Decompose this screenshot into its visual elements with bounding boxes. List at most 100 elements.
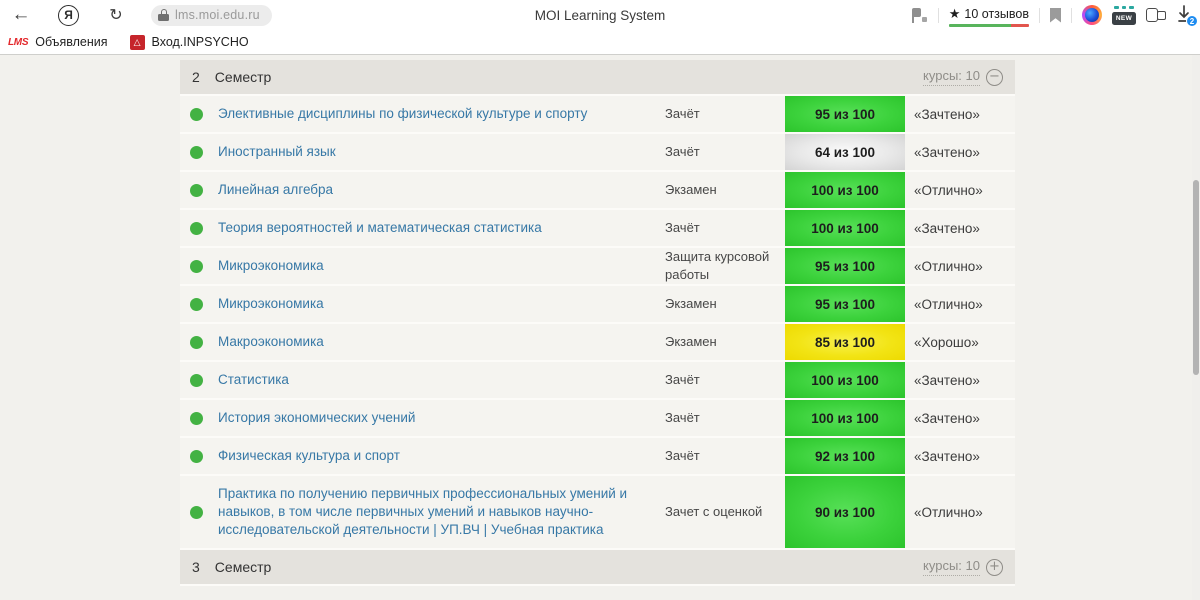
- grade-label: «Зачтено»: [914, 106, 980, 122]
- protect-icon[interactable]: [911, 7, 928, 23]
- score-badge: 95 из 100: [785, 248, 905, 284]
- semester-title: Семестр: [214, 559, 272, 575]
- grade-label: «Отлично»: [914, 296, 983, 312]
- control-type: Зачёт: [665, 410, 700, 425]
- grade-label: «Отлично»: [914, 258, 983, 274]
- grade-label: «Зачтено»: [914, 220, 980, 236]
- control-type: Экзамен: [665, 334, 717, 349]
- status-dot-icon: [190, 221, 203, 235]
- download-count-badge: 2: [1186, 15, 1198, 27]
- courses-count-link[interactable]: курсы: 10: [923, 558, 980, 576]
- courses-count-link[interactable]: курсы: 10: [923, 68, 980, 86]
- inpsycho-favicon: △: [129, 34, 145, 50]
- bookmark-icon[interactable]: [1050, 7, 1061, 23]
- collapse-icon[interactable]: −: [986, 68, 1003, 86]
- lms-favicon: LMS: [8, 36, 29, 48]
- score-badge: 95 из 100: [785, 96, 905, 132]
- grade-label: «Зачтено»: [914, 448, 980, 464]
- url-text: lms.moi.edu.ru: [175, 8, 260, 22]
- score-badge: 100 из 100: [785, 362, 905, 398]
- address-bar[interactable]: lms.moi.edu.ru: [151, 4, 272, 26]
- course-rows: Элективные дисциплины по физической куль…: [180, 96, 1015, 550]
- status-dot-icon: [190, 183, 203, 197]
- status-dot-icon: [190, 373, 203, 387]
- score-badge: 100 из 100: [785, 172, 905, 208]
- course-link[interactable]: Макроэкономика: [218, 334, 324, 349]
- course-link[interactable]: Элективные дисциплины по физической куль…: [218, 106, 588, 121]
- expand-icon[interactable]: +: [986, 558, 1003, 576]
- extension-browser-icon[interactable]: [1082, 5, 1102, 25]
- status-dot-icon: [190, 145, 203, 159]
- course-row: История экономических учений Зачёт 100 и…: [180, 400, 1015, 438]
- scrollbar-thumb[interactable]: [1193, 180, 1199, 375]
- semester-number: 2: [192, 69, 200, 85]
- star-icon: ★: [948, 6, 961, 21]
- bookmark-label: Вход.INPSYCHO: [151, 35, 249, 49]
- course-row: Статистика Зачёт 100 из 100 «Зачтено»: [180, 362, 1015, 400]
- grade-label: «Отлично»: [914, 504, 983, 520]
- course-link[interactable]: Статистика: [218, 372, 289, 387]
- collections-icon[interactable]: [1146, 7, 1166, 24]
- course-link[interactable]: Линейная алгебра: [218, 182, 334, 197]
- semester-number: 3: [192, 559, 200, 575]
- lms-page: 2 Семестр курсы: 10 − Элективные дисципл…: [0, 55, 1200, 600]
- grade-label: «Зачтено»: [914, 372, 980, 388]
- course-link[interactable]: Практика по получению первичных професси…: [218, 486, 628, 537]
- toolbar-divider: [937, 7, 939, 23]
- lock-icon: [158, 9, 169, 21]
- toolbar-divider: [1039, 7, 1040, 23]
- semester-title: Семестр: [214, 69, 272, 85]
- grade-label: «Зачтено»: [914, 144, 980, 160]
- status-dot-icon: [190, 449, 203, 463]
- bookmark-label: Объявления: [35, 35, 108, 49]
- download-icon[interactable]: 2: [1176, 5, 1198, 27]
- course-link[interactable]: Физическая культура и спорт: [218, 448, 400, 463]
- page-scrollbar: [1192, 55, 1200, 600]
- score-badge: 100 из 100: [785, 400, 905, 436]
- score-badge: 95 из 100: [785, 286, 905, 322]
- control-type: Зачёт: [665, 106, 700, 121]
- control-type: Экзамен: [665, 296, 717, 311]
- control-type: Зачёт: [665, 372, 700, 387]
- score-badge: 90 из 100: [785, 476, 905, 548]
- control-type: Защита курсовой работы: [665, 249, 770, 282]
- back-icon[interactable]: ←: [11, 4, 31, 25]
- score-badge: 64 из 100: [785, 134, 905, 170]
- control-type: Зачёт: [665, 220, 700, 235]
- rating-bar: [948, 24, 1029, 27]
- semester-2-header: 2 Семестр курсы: 10 −: [180, 60, 1015, 96]
- new-releases-icon[interactable]: NEW: [1112, 5, 1136, 25]
- bookmark-announcements[interactable]: LMS Объявления: [8, 35, 108, 49]
- bookmark-inpsycho-login[interactable]: △ Вход.INPSYCHO: [129, 34, 249, 50]
- course-link[interactable]: Микроэкономика: [218, 296, 324, 311]
- status-dot-icon: [190, 505, 203, 519]
- course-row: Микроэкономика Защита курсовой работы 95…: [180, 248, 1015, 286]
- grade-label: «Хорошо»: [914, 334, 979, 350]
- refresh-icon[interactable]: ↻: [109, 7, 123, 24]
- grade-label: «Зачтено»: [914, 410, 980, 426]
- status-dot-icon: [190, 259, 203, 273]
- score-badge: 100 из 100: [785, 210, 905, 246]
- course-row: Микроэкономика Экзамен 95 из 100 «Отличн…: [180, 286, 1015, 324]
- course-row: Макроэкономика Экзамен 85 из 100 «Хорошо…: [180, 324, 1015, 362]
- course-row: Практика по получению первичных професси…: [180, 476, 1015, 550]
- reviews-rating[interactable]: ★ 10 отзывов: [948, 3, 1029, 27]
- score-badge: 92 из 100: [785, 438, 905, 474]
- bookmarks-bar: LMS Объявления △ Вход.INPSYCHO: [0, 30, 1200, 55]
- score-badge: 85 из 100: [785, 324, 905, 360]
- grades-table: 2 Семестр курсы: 10 − Элективные дисципл…: [180, 60, 1015, 586]
- control-type: Зачёт: [665, 448, 700, 463]
- course-link[interactable]: Иностранный язык: [218, 144, 336, 159]
- grade-label: «Отлично»: [914, 182, 983, 198]
- status-dot-icon: [190, 297, 203, 311]
- status-dot-icon: [190, 107, 203, 121]
- status-dot-icon: [190, 335, 203, 349]
- toolbar-divider: [1071, 7, 1072, 23]
- control-type: Зачёт: [665, 144, 700, 159]
- course-link[interactable]: Микроэкономика: [218, 258, 324, 273]
- course-row: Линейная алгебра Экзамен 100 из 100 «Отл…: [180, 172, 1015, 210]
- course-link[interactable]: История экономических учений: [218, 410, 416, 425]
- course-link[interactable]: Теория вероятностей и математическая ста…: [218, 220, 542, 235]
- browser-toolbar: ← Я ↻ lms.moi.edu.ru MOI Learning System…: [0, 0, 1200, 30]
- yandex-logo-icon[interactable]: Я: [58, 4, 79, 26]
